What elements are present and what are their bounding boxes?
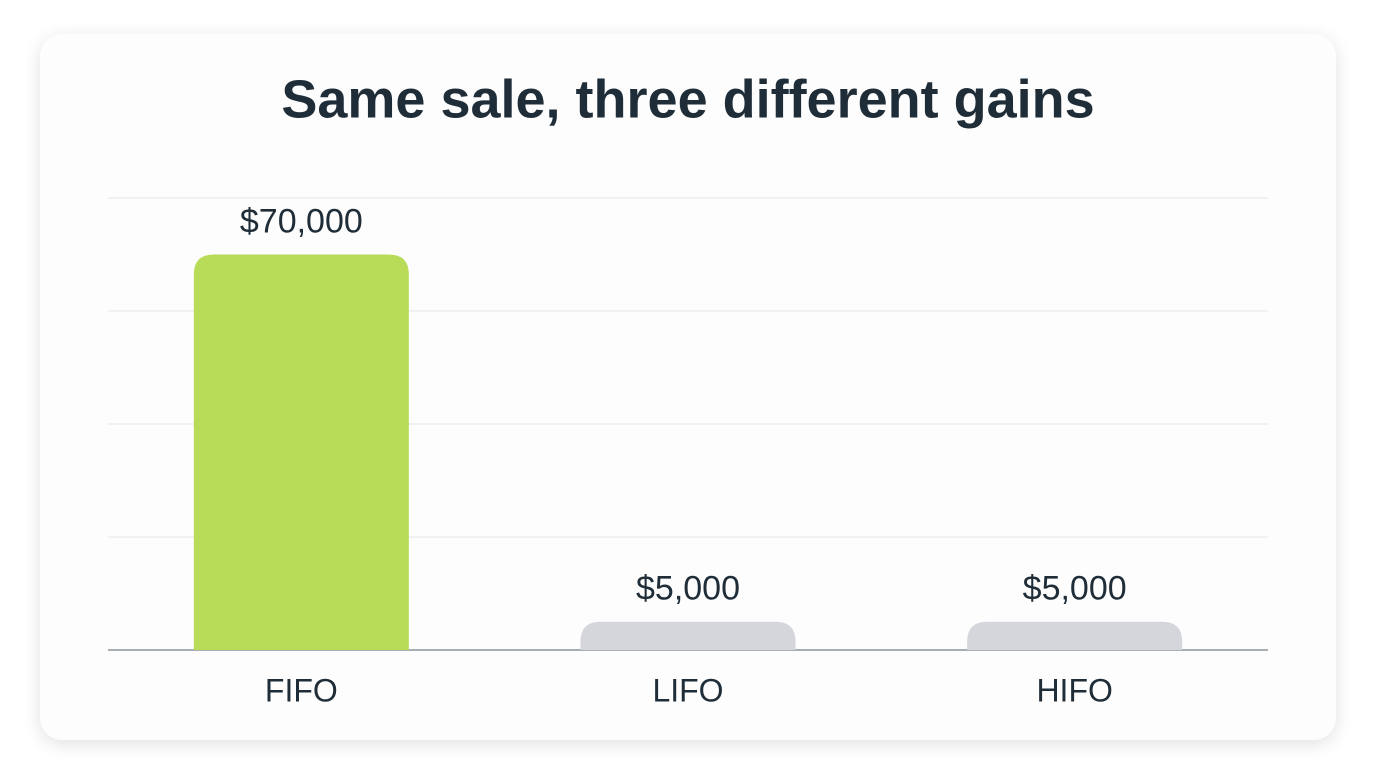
value-label: $5,000 (636, 570, 740, 608)
bar (193, 254, 409, 650)
chart-title: Same sale, three different gains (281, 69, 1094, 129)
x-tick-label: HIFO (1036, 672, 1112, 708)
x-tick-label: FIFO (265, 672, 338, 708)
bar (967, 621, 1183, 650)
x-tick-label: LIFO (652, 672, 723, 708)
value-label: $70,000 (240, 202, 363, 240)
bar (580, 621, 796, 650)
value-label: $5,000 (1023, 570, 1127, 608)
